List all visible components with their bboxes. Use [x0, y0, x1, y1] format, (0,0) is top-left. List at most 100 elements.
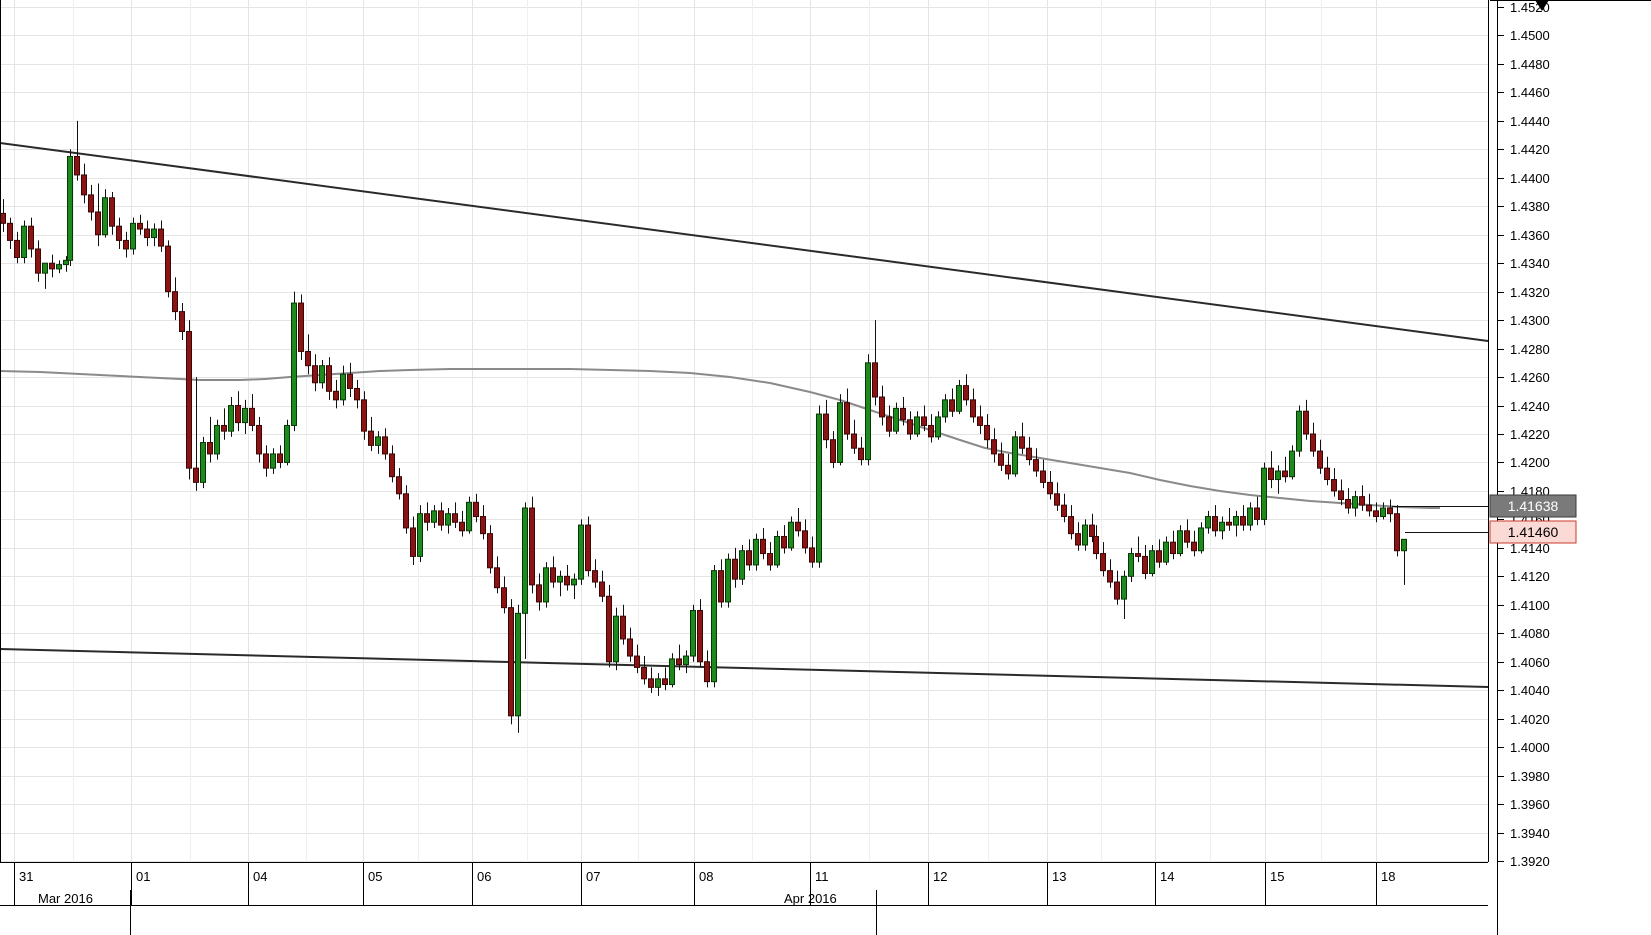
candlestick[interactable]: [865, 354, 871, 466]
candlestick[interactable]: [970, 388, 976, 423]
lower-trendline[interactable]: [0, 648, 1489, 688]
candlestick[interactable]: [319, 359, 325, 389]
candlestick[interactable]: [1338, 479, 1344, 506]
candlestick[interactable]: [1135, 536, 1141, 563]
candlestick[interactable]: [340, 365, 346, 406]
candlestick[interactable]: [1254, 496, 1260, 526]
candlestick[interactable]: [620, 604, 626, 645]
candlestick[interactable]: [172, 277, 178, 321]
candlestick[interactable]: [704, 650, 710, 688]
candlestick[interactable]: [1373, 502, 1379, 523]
candlestick[interactable]: [424, 502, 430, 531]
candlestick[interactable]: [179, 303, 185, 341]
candlestick[interactable]: [445, 508, 451, 534]
candlestick[interactable]: [1324, 456, 1330, 486]
candlestick[interactable]: [368, 416, 374, 452]
candlestick[interactable]: [200, 436, 206, 489]
candlestick[interactable]: [1100, 542, 1106, 577]
candlestick[interactable]: [1054, 482, 1060, 511]
candlestick[interactable]: [837, 394, 843, 466]
candlestick[interactable]: [494, 556, 500, 594]
candlestick[interactable]: [830, 431, 836, 469]
candlestick[interactable]: [501, 576, 507, 614]
candlestick[interactable]: [1170, 530, 1176, 560]
candlestick[interactable]: [14, 231, 20, 264]
candlestick[interactable]: [214, 419, 220, 460]
candlestick[interactable]: [690, 604, 696, 662]
candlestick[interactable]: [648, 667, 654, 694]
candlestick[interactable]: [676, 644, 682, 671]
candlestick[interactable]: [207, 416, 213, 463]
candlestick[interactable]: [88, 184, 94, 221]
candlestick[interactable]: [823, 399, 829, 449]
candlestick[interactable]: [452, 502, 458, 528]
candlestick[interactable]: [879, 385, 885, 426]
candlestick[interactable]: [893, 402, 899, 434]
candlestick[interactable]: [1047, 471, 1053, 500]
candlestick[interactable]: [977, 405, 983, 434]
candlestick[interactable]: [291, 291, 297, 432]
last-price-tag[interactable]: 1.41638: [1489, 494, 1577, 518]
candlestick[interactable]: [1026, 436, 1032, 466]
candlestick[interactable]: [67, 149, 73, 267]
trendlines[interactable]: [0, 142, 1489, 688]
candlestick[interactable]: [1114, 570, 1120, 605]
candlestick[interactable]: [1331, 468, 1337, 497]
candlestick[interactable]: [522, 502, 528, 659]
candlestick[interactable]: [1089, 513, 1095, 543]
candlestick[interactable]: [1240, 505, 1246, 531]
candlestick[interactable]: [21, 220, 27, 264]
candlestick[interactable]: [1019, 422, 1025, 454]
candlestick[interactable]: [382, 428, 388, 460]
candlestick[interactable]: [1156, 539, 1162, 568]
candlestick[interactable]: [158, 220, 164, 252]
upper-trendline[interactable]: [0, 142, 1489, 342]
candlestick[interactable]: [1068, 505, 1074, 540]
candlestick[interactable]: [1380, 502, 1386, 520]
candlestick[interactable]: [641, 656, 647, 685]
candlestick[interactable]: [1282, 456, 1288, 483]
candlestick[interactable]: [109, 192, 115, 235]
candlestick[interactable]: [851, 419, 857, 454]
candlestick[interactable]: [1247, 502, 1253, 531]
candlestick[interactable]: [935, 411, 941, 440]
candlestick[interactable]: [942, 394, 948, 423]
candlestick[interactable]: [74, 120, 80, 181]
candlestick[interactable]: [963, 374, 969, 406]
candlestick[interactable]: [1345, 488, 1351, 514]
candlestick[interactable]: [312, 354, 318, 392]
candlestick[interactable]: [480, 505, 486, 540]
candlestick[interactable]: [718, 559, 724, 608]
candlestick[interactable]: [1061, 493, 1067, 523]
candlestick[interactable]: [1040, 459, 1046, 489]
candlestick[interactable]: [795, 508, 801, 537]
candlestick[interactable]: [1177, 525, 1183, 557]
candlestick[interactable]: [816, 405, 822, 568]
candlestick[interactable]: [396, 468, 402, 500]
candlestick[interactable]: [788, 516, 794, 551]
candlestick[interactable]: [725, 553, 731, 608]
candlestick[interactable]: [417, 505, 423, 563]
candlestick[interactable]: [662, 667, 668, 691]
candlestick[interactable]: [732, 547, 738, 588]
candlestick[interactable]: [858, 436, 864, 466]
candlestick[interactable]: [375, 431, 381, 454]
candlestick[interactable]: [235, 391, 241, 432]
candlestick[interactable]: [193, 377, 199, 491]
candlestick[interactable]: [137, 214, 143, 235]
candlestick[interactable]: [116, 217, 122, 249]
candlestick[interactable]: [326, 357, 332, 400]
candlestick[interactable]: [431, 505, 437, 528]
candlestick[interactable]: [1226, 508, 1232, 531]
candlestick[interactable]: [333, 379, 339, 409]
candlestick[interactable]: [466, 496, 472, 534]
candlestick[interactable]: [49, 254, 55, 278]
candlestick[interactable]: [95, 183, 101, 247]
candlestick[interactable]: [1352, 490, 1358, 517]
candlestick[interactable]: [543, 562, 549, 608]
candlestick[interactable]: [1212, 505, 1218, 537]
candlestick[interactable]: [711, 564, 717, 688]
candlestick[interactable]: [1184, 519, 1190, 548]
candlestick[interactable]: [809, 536, 815, 568]
candlestick[interactable]: [361, 391, 367, 440]
